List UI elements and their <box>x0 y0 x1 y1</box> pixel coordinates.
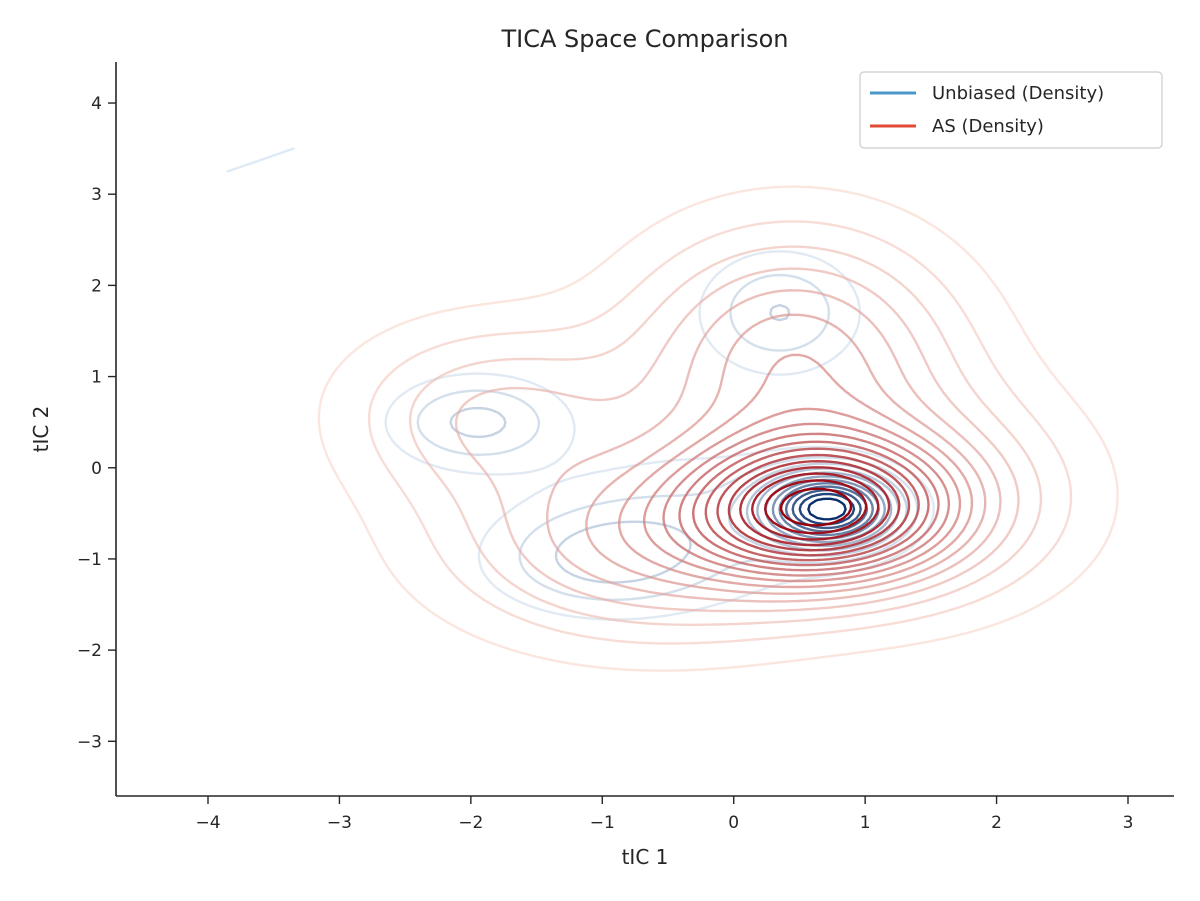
as-contour-level-11 <box>692 440 930 567</box>
as-contour-level-10 <box>678 432 940 572</box>
as-contour-level-14 <box>727 460 901 552</box>
unbiased-density-contours <box>226 147 935 621</box>
as-density-contours <box>317 185 1119 672</box>
as-contour-level-5 <box>546 289 1002 603</box>
as-contour-level-1 <box>317 185 1119 672</box>
unbiased-contour-level-12 <box>807 497 847 521</box>
as-contour-level-18 <box>779 487 853 527</box>
as-contour-level-16 <box>751 472 880 541</box>
as-contour-level-6 <box>585 313 987 595</box>
y-tick-label: 3 <box>91 185 102 205</box>
as-contour-level-4 <box>454 267 1020 613</box>
x-tick-label: 1 <box>860 813 871 833</box>
x-tick-label: −1 <box>590 813 615 833</box>
y-tick-label: −3 <box>77 732 102 752</box>
as-contour-level-9 <box>662 422 951 577</box>
x-tick-label: 0 <box>728 813 739 833</box>
y-axis-ticks: −3 −2 −1 0 1 2 3 4 <box>77 94 116 752</box>
y-axis-label: tIC 2 <box>29 406 53 453</box>
as-contour-level-2 <box>367 220 1073 645</box>
as-contour-level-3 <box>409 245 1043 626</box>
x-tick-label: −2 <box>458 813 483 833</box>
x-tick-label: −4 <box>195 813 220 833</box>
y-tick-label: 1 <box>91 368 102 388</box>
as-contour-level-12 <box>704 447 920 562</box>
as-contour-level-7 <box>618 353 974 589</box>
unbiased-contour-level-2 <box>416 273 919 601</box>
y-tick-label: 2 <box>91 276 102 296</box>
x-axis-label: tIC 1 <box>622 845 669 869</box>
chart-title: TICA Space Comparison <box>500 25 788 53</box>
as-contour-level-8 <box>643 407 962 583</box>
x-tick-label: 3 <box>1123 813 1134 833</box>
as-contour-level-13 <box>716 453 911 557</box>
as-contour-level-15 <box>739 466 891 547</box>
x-tick-label: 2 <box>991 813 1002 833</box>
legend-label-as: AS (Density) <box>932 116 1044 137</box>
unbiased-contour-level-10 <box>791 489 862 530</box>
legend-label-unbiased: Unbiased (Density) <box>932 83 1104 104</box>
legend-box <box>859 71 1163 149</box>
x-tick-label: −3 <box>327 813 352 833</box>
y-tick-label: −1 <box>77 550 102 570</box>
y-tick-label: −2 <box>77 641 102 661</box>
unbiased-contour-fragment <box>226 147 295 173</box>
as-contour-level-17 <box>764 479 868 535</box>
x-axis-ticks: −4 −3 −2 −1 0 1 2 3 <box>195 796 1133 833</box>
y-tick-label: 0 <box>91 459 102 479</box>
y-tick-label: 4 <box>91 94 102 114</box>
legend: Unbiased (Density) AS (Density) <box>859 71 1163 149</box>
